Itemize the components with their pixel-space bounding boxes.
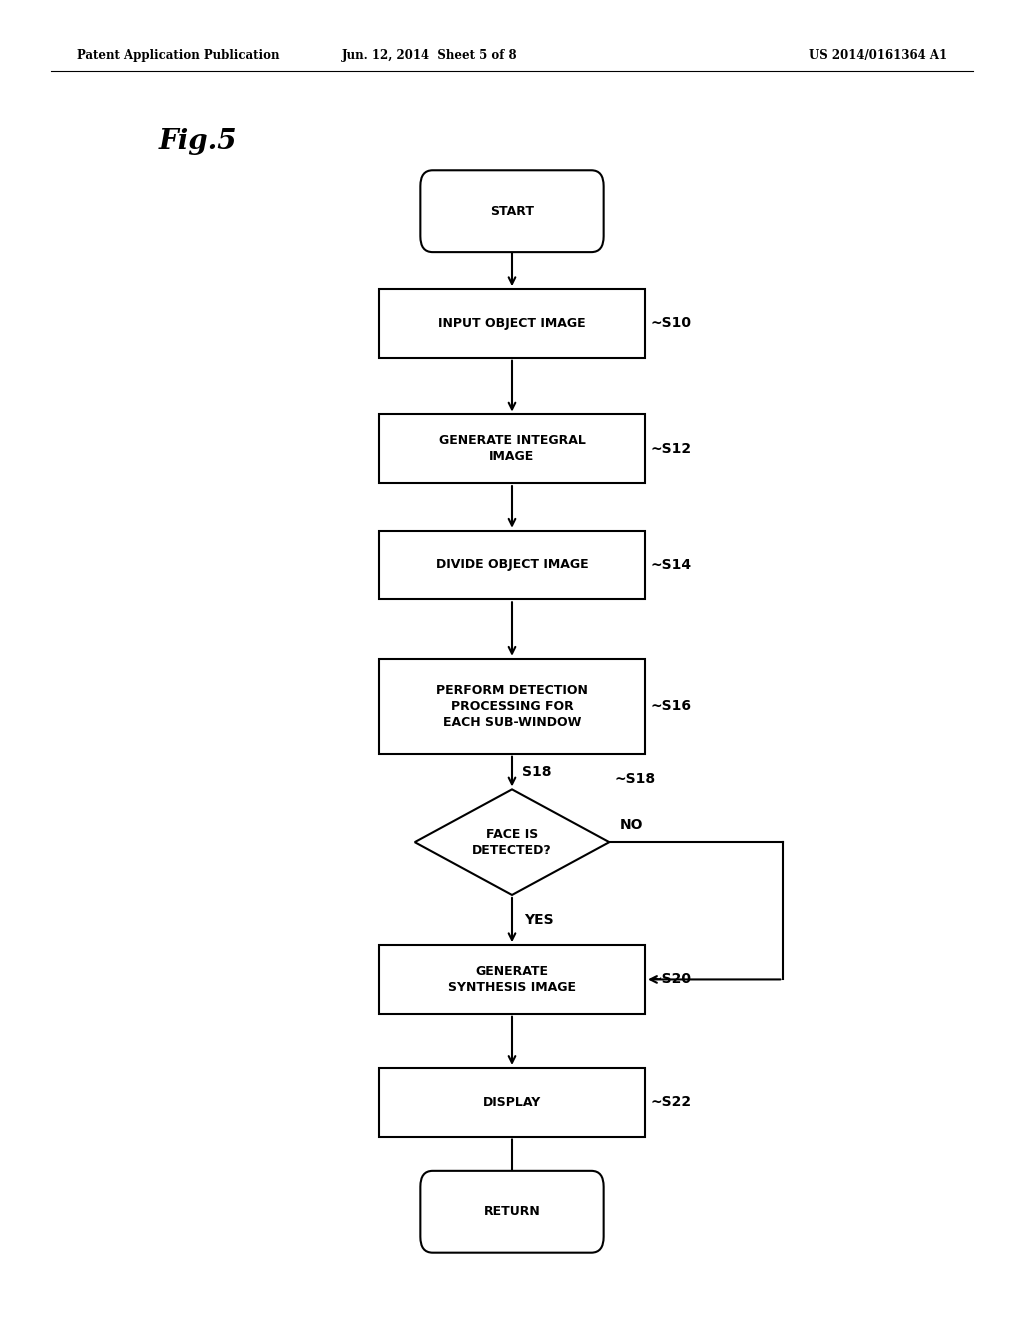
Text: S18: S18 xyxy=(522,764,552,779)
Text: ~S22: ~S22 xyxy=(650,1096,691,1109)
Text: PERFORM DETECTION
PROCESSING FOR
EACH SUB-WINDOW: PERFORM DETECTION PROCESSING FOR EACH SU… xyxy=(436,684,588,729)
Text: Fig.5: Fig.5 xyxy=(159,128,238,154)
Text: DIVIDE OBJECT IMAGE: DIVIDE OBJECT IMAGE xyxy=(435,558,589,572)
Text: ~S12: ~S12 xyxy=(650,442,691,455)
Text: NO: NO xyxy=(620,817,643,832)
FancyBboxPatch shape xyxy=(420,170,603,252)
Text: FACE IS
DETECTED?: FACE IS DETECTED? xyxy=(472,828,552,857)
Text: GENERATE
SYNTHESIS IMAGE: GENERATE SYNTHESIS IMAGE xyxy=(449,965,575,994)
Text: ~S10: ~S10 xyxy=(650,317,691,330)
FancyBboxPatch shape xyxy=(420,1171,603,1253)
Bar xyxy=(379,531,645,599)
Text: Jun. 12, 2014  Sheet 5 of 8: Jun. 12, 2014 Sheet 5 of 8 xyxy=(342,49,518,62)
Text: DISPLAY: DISPLAY xyxy=(483,1096,541,1109)
Text: ~S14: ~S14 xyxy=(650,558,691,572)
Bar xyxy=(379,289,645,358)
Bar xyxy=(379,1068,645,1137)
Text: GENERATE INTEGRAL
IMAGE: GENERATE INTEGRAL IMAGE xyxy=(438,434,586,463)
Text: RETURN: RETURN xyxy=(483,1205,541,1218)
Polygon shape xyxy=(415,789,609,895)
Text: Patent Application Publication: Patent Application Publication xyxy=(77,49,280,62)
Text: ~S16: ~S16 xyxy=(650,700,691,713)
Bar xyxy=(379,659,645,754)
Text: YES: YES xyxy=(524,913,554,927)
Text: ~S20: ~S20 xyxy=(650,973,691,986)
Text: INPUT OBJECT IMAGE: INPUT OBJECT IMAGE xyxy=(438,317,586,330)
Text: START: START xyxy=(490,205,534,218)
Bar xyxy=(379,414,645,483)
Bar xyxy=(379,945,645,1014)
Text: ~S18: ~S18 xyxy=(614,772,655,785)
Text: US 2014/0161364 A1: US 2014/0161364 A1 xyxy=(809,49,947,62)
